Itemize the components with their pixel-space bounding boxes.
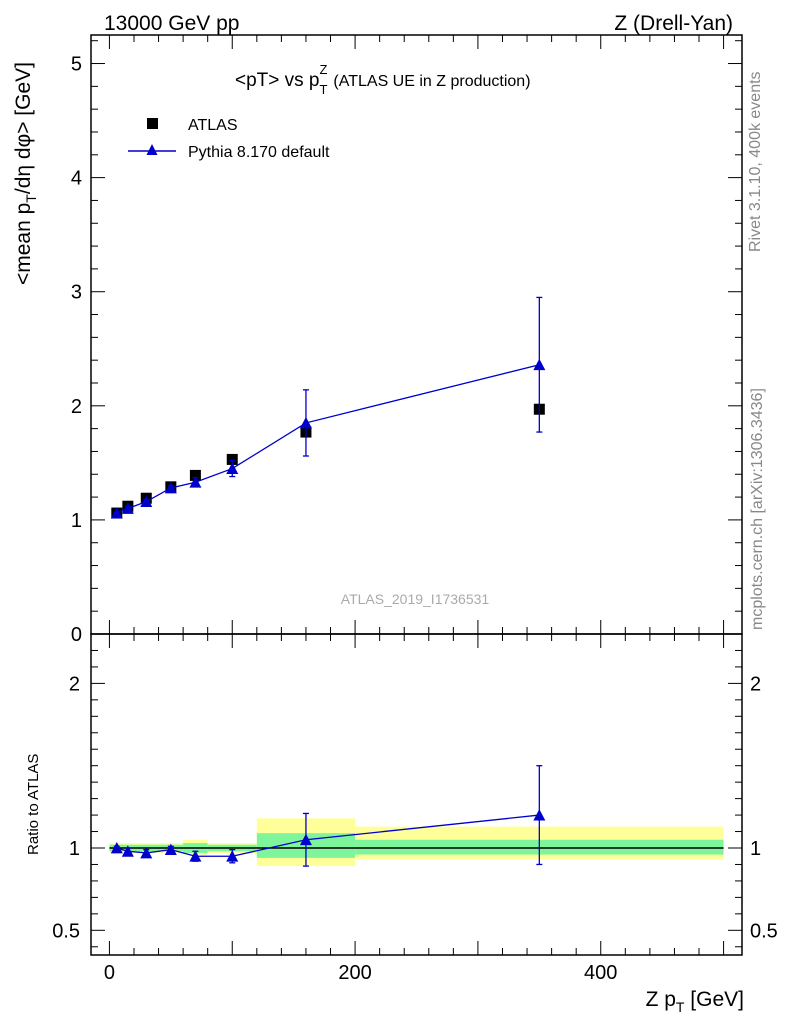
ratio-mc-point: [140, 846, 153, 859]
rivet-label: Rivet 3.1.10, 400k events: [747, 71, 764, 252]
main-ytick-label: 1: [71, 510, 82, 532]
ratio-xtick-labels: 0 200 400: [104, 962, 618, 984]
ratio-ytick-labels: 0.5 0.5 1 1 2 2: [52, 673, 778, 942]
main-mc-line: [116, 364, 540, 514]
main-mc-point: [189, 476, 202, 488]
main-ytick-label: 5: [71, 54, 82, 76]
header-right: Z (Drell-Yan): [614, 12, 733, 35]
ratio-panel: 0.5 0.5 1 1 2 2 0 200 400 Ratio to ATLAS Z pT […: [25, 633, 778, 1015]
ratio-ylabel: Ratio to ATLAS: [25, 754, 42, 855]
ratio-mc-point: [533, 809, 546, 821]
ratio-ytick-label-right: 1: [750, 838, 761, 860]
legend-mc-label: Pythia 8.170 default: [188, 144, 330, 161]
main-ylabel: <mean pT/dη dφ> [GeV]: [12, 62, 39, 285]
ratio-ytick-label: 1: [69, 838, 80, 860]
main-ytick-label: 2: [71, 396, 82, 418]
legend-atlas-label: ATLAS: [188, 117, 238, 134]
main-mc-point: [226, 462, 239, 474]
ratio-ytick-label: 2: [69, 673, 80, 695]
main-mc-point: [110, 507, 123, 519]
ratio-frame: [90, 633, 743, 956]
ratio-mc-point: [226, 850, 239, 862]
mcplots-label: mcplots.cern.ch [arXiv:1306.3436]: [749, 388, 766, 630]
main-mc-point: [299, 416, 312, 429]
atlas-data-point: [226, 453, 238, 465]
header-left: 13000 GeV pp: [104, 12, 239, 35]
ratio-ytick-label: 0.5: [52, 920, 80, 942]
main-ytick-labels: 0 1 2 3 4 5: [71, 54, 82, 646]
main-tick-layer: [91, 35, 742, 635]
ratio-mc-point: [110, 842, 123, 854]
ratio-mc-point: [299, 833, 312, 846]
ratio-ytick-label-right: 0.5: [750, 920, 778, 942]
ratio-band-layer: [109, 818, 724, 867]
ratio-mc-point: [189, 850, 202, 862]
legend-mc-marker: [146, 144, 158, 155]
analysis-watermark: ATLAS_2019_I1736531: [341, 591, 490, 607]
ratio-mc-point: [164, 843, 177, 856]
chart-title: <pT> vs pTZ(ATLAS UE in Z production): [235, 62, 531, 97]
main-ytick-label: 0: [71, 624, 82, 646]
main-mc-point: [164, 481, 177, 494]
ratio-xtick-label: 0: [104, 962, 115, 984]
main-panel: 0 1 2 3 4 5 <pT> vs pTZ(ATLAS UE in Z product…: [12, 34, 743, 646]
ratio-tick-layer: [91, 634, 742, 955]
ratio-xtick-label: 400: [584, 962, 617, 984]
main-ytick-label: 4: [71, 168, 82, 190]
legend: ATLAS Pythia 8.170 default: [128, 117, 330, 161]
legend-atlas-marker: [147, 118, 158, 129]
main-ytick-label: 3: [71, 282, 82, 304]
ratio-xlabel: Z pT [GeV]: [646, 988, 744, 1015]
ratio-ytick-label-right: 2: [750, 673, 761, 695]
main-mc-point: [533, 358, 546, 371]
main-data-layer: [110, 296, 546, 519]
ratio-xtick-label: 200: [338, 962, 371, 984]
ratio-mc-point: [121, 845, 134, 857]
main-mc-point: [121, 502, 134, 514]
ratio-data-layer: [110, 765, 546, 867]
main-mc-point: [140, 495, 153, 508]
atlas-data-point: [189, 469, 201, 481]
